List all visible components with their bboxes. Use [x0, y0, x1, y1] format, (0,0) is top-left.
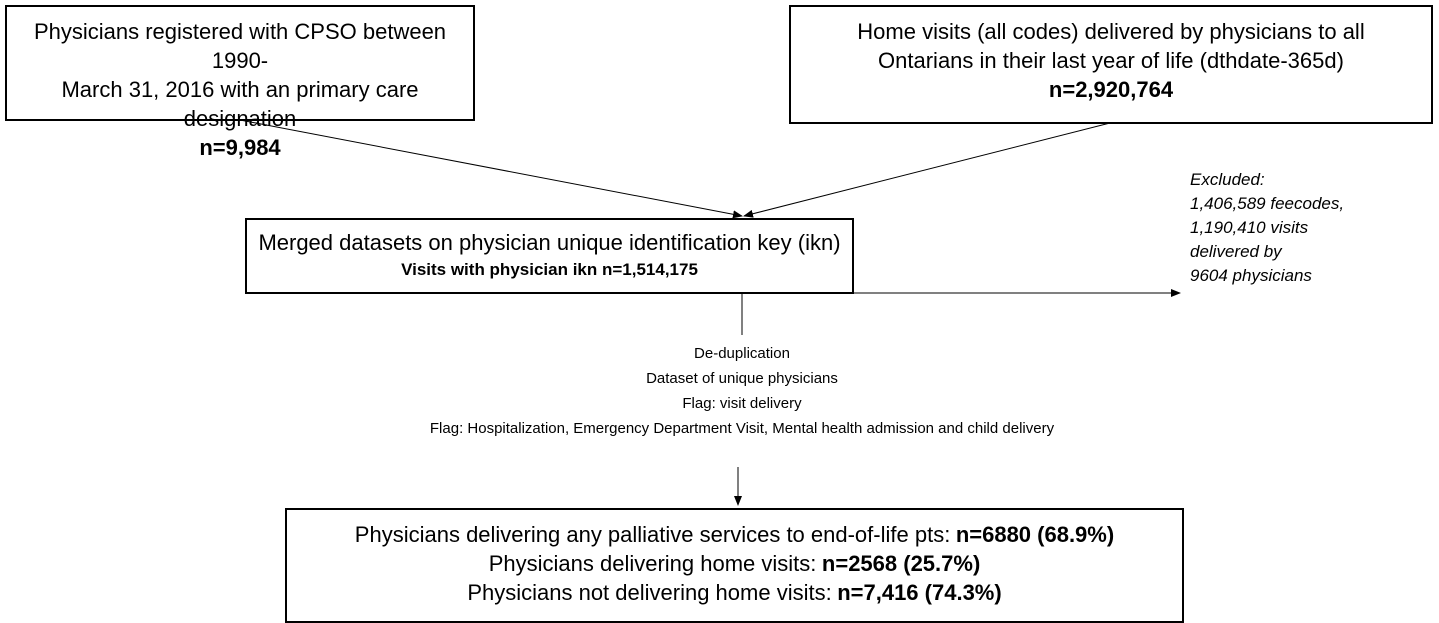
results-box: Physicians delivering any palliative ser… — [285, 508, 1184, 623]
result: Physicians delivering home visits: n=2568… — [287, 549, 1182, 578]
excluded-line: Excluded: — [1190, 170, 1265, 189]
arrow — [239, 119, 743, 219]
step: Dataset of unique physicians — [646, 370, 838, 387]
result-value: n=6880 (68.9%) — [955, 522, 1115, 547]
source-box: Home visits (all codes) delivered by phy… — [789, 5, 1433, 124]
merged-box: Merged datasets on physician unique iden… — [245, 218, 854, 294]
result: Physicians not delivering home visits: n=… — [287, 578, 1182, 607]
step: Flag: visit delivery — [682, 395, 802, 412]
excluded-line: 1,406,589 feecodes, — [1190, 194, 1345, 213]
box-text: Ontarians in their last year of life (dt… — [878, 48, 1344, 73]
box-text: March 31, 2016 with an primary care desi… — [61, 77, 419, 131]
result: Physicians delivering any palliative ser… — [287, 520, 1182, 549]
excluded-line: delivered by — [1190, 242, 1282, 261]
result-value: n=2568 (25.7%) — [821, 551, 981, 576]
source-box: Physicians registered with CPSO between … — [5, 5, 475, 160]
step: Flag: Hospitalization, Emergency Departm… — [429, 420, 1055, 437]
box-count: n=2,920,764 — [1048, 77, 1174, 102]
arrow — [743, 122, 1111, 218]
result-value: n=7,416 (74.3%) — [837, 580, 1002, 605]
excluded-note: Excluded: 1,406,589 feecodes, 1,190,410 … — [1190, 168, 1344, 288]
excluded-line: 1,190,410 visits — [1190, 218, 1309, 237]
step: De-duplication — [694, 345, 790, 362]
box-text: Physicians registered with CPSO between … — [33, 19, 447, 73]
merged-title: Merged datasets on physician unique iden… — [258, 230, 841, 255]
result-label: Physicians not delivering home visits: — [467, 580, 832, 605]
box-text: Home visits (all codes) delivered by phy… — [857, 19, 1365, 44]
process-steps: De-duplication Dataset of unique physici… — [330, 341, 1154, 441]
box-count: n=9,984 — [199, 135, 281, 160]
merged-visits: Visits with physician ikn n=1,514,175 — [401, 260, 698, 279]
excluded-line: 9604 physicians — [1190, 266, 1312, 285]
result-label: Physicians delivering home visits: — [488, 551, 817, 576]
result-label: Physicians delivering any palliative ser… — [354, 522, 951, 547]
